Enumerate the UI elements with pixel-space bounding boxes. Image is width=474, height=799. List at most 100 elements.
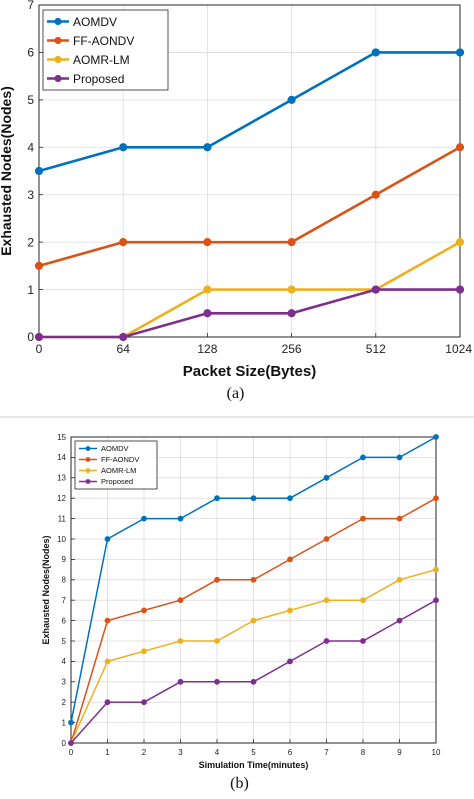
data-point-aomr-lm	[433, 566, 439, 573]
x-tick-label: 1024	[445, 342, 472, 356]
data-point-aomdv	[68, 719, 74, 726]
y-tick-label: 0	[62, 739, 67, 748]
data-point-proposed	[34, 332, 44, 342]
series-ff-aondv	[68, 495, 439, 746]
series-line-ff-aondv	[38, 146, 461, 268]
y-tick-label: 5	[27, 93, 34, 107]
y-tick-label: 1	[27, 283, 34, 297]
y-tick-label: 4	[62, 657, 67, 666]
legend: AOMDV FF-AONDV AOMR-LM Proposed	[42, 9, 169, 91]
y-tick-label: 6	[62, 616, 67, 625]
legend-swatch-marker	[85, 479, 91, 484]
data-point-aomr-lm	[177, 638, 184, 644]
data-point-aomdv	[287, 495, 293, 502]
data-point-aomdv	[360, 454, 366, 461]
x-tick-label: 0	[36, 342, 43, 356]
data-point-aomr-lm	[104, 658, 111, 665]
data-point-aomr-lm	[141, 648, 147, 655]
y-tick-label: 9	[62, 555, 67, 564]
series-proposed	[34, 285, 465, 342]
data-point-proposed	[323, 638, 330, 644]
y-tick-label: 1	[62, 718, 67, 727]
series-proposed	[68, 597, 439, 746]
y-tick-label: 0	[27, 330, 34, 344]
data-point-ff-aondv	[177, 597, 184, 604]
y-tick-label: 15	[57, 433, 66, 442]
data-point-aomdv	[177, 515, 184, 522]
data-point-proposed	[371, 285, 380, 294]
y-tick-label: 12	[57, 494, 66, 503]
data-point-aomdv	[214, 495, 220, 502]
y-tick-label: 7	[27, 0, 34, 12]
x-tick-label: 5	[251, 748, 256, 757]
x-tick-label: 10	[432, 748, 441, 757]
legend-entry-label: AOMR-LM	[73, 53, 130, 67]
x-tick-label: 128	[197, 342, 217, 356]
data-point-ff-aondv	[323, 536, 330, 542]
chart-1: 0 1 2 3 4 5 6 7 0 64 128 256 512 1024 Packet Size(Byte…	[0, 0, 472, 402]
y-tick-label: 3	[62, 678, 67, 687]
data-point-proposed	[287, 309, 296, 318]
data-point-aomdv	[119, 143, 128, 152]
data-point-proposed	[396, 617, 403, 624]
data-point-aomr-lm	[214, 638, 220, 644]
data-point-proposed	[104, 699, 111, 706]
y-tick-label: 2	[27, 235, 34, 249]
legend-box	[42, 9, 169, 91]
x-tick-label: 8	[361, 748, 366, 757]
data-point-aomr-lm	[287, 285, 296, 294]
x-tick-label: 3	[178, 748, 183, 757]
data-point-proposed	[214, 678, 220, 685]
data-point-proposed	[433, 597, 439, 604]
series-line-proposed	[39, 288, 460, 339]
y-tick-label: 14	[57, 453, 66, 462]
data-point-aomr-lm	[455, 238, 465, 247]
legend-swatch-marker	[85, 446, 91, 451]
data-point-ff-aondv	[119, 238, 128, 247]
data-point-proposed	[177, 678, 184, 685]
legend-swatch-marker	[85, 468, 91, 473]
data-point-aomdv	[141, 515, 147, 522]
data-point-ff-aondv	[34, 261, 44, 270]
data-point-proposed	[203, 309, 212, 318]
data-point-aomdv	[455, 48, 465, 57]
data-point-aomdv	[371, 48, 380, 57]
y-tick-label: 8	[62, 576, 67, 585]
legend-swatch-marker	[54, 74, 62, 83]
data-point-proposed	[360, 638, 366, 644]
data-point-ff-aondv	[287, 556, 293, 563]
data-point-aomdv	[34, 166, 44, 176]
data-point-proposed	[119, 332, 128, 342]
legend-entry-label: AOMDV	[101, 444, 129, 453]
data-point-aomdv	[104, 536, 111, 542]
data-point-ff-aondv	[287, 238, 296, 247]
legend-entry-label: FF-AONDV	[101, 455, 139, 464]
y-tick-label: 10	[57, 535, 66, 544]
y-tick-label: 5	[62, 637, 67, 646]
data-point-ff-aondv	[250, 576, 257, 583]
data-point-ff-aondv	[371, 190, 380, 199]
data-point-aomr-lm	[396, 576, 403, 583]
data-point-proposed	[250, 678, 257, 685]
legend-entry-label: Proposed	[101, 477, 133, 486]
legend-swatch-marker	[85, 457, 91, 462]
data-point-proposed	[68, 740, 74, 746]
x-axis-label: Packet Size(Bytes)	[183, 363, 316, 380]
data-point-aomdv	[396, 454, 403, 461]
series-aomdv	[68, 434, 439, 726]
series-aomdv	[34, 48, 465, 176]
legend: AOMDV FF-AONDV AOMR-LM Proposed	[74, 440, 158, 490]
data-point-ff-aondv	[214, 576, 220, 583]
data-point-ff-aondv	[104, 617, 111, 624]
x-tick-label: 256	[282, 342, 302, 356]
y-tick-label: 13	[57, 474, 66, 483]
legend-swatch-marker	[54, 17, 62, 26]
legend-entry-label: Proposed	[73, 72, 124, 86]
legend-swatch-marker	[54, 55, 62, 64]
figure-caption: (b)	[230, 775, 249, 792]
y-axis-label: Exhausted Nodes(Nodes)	[0, 86, 14, 256]
data-point-proposed	[141, 699, 147, 706]
data-point-ff-aondv	[203, 238, 212, 247]
